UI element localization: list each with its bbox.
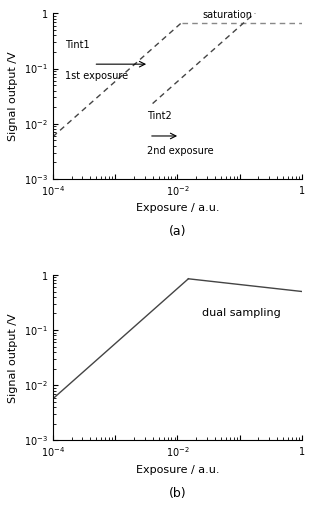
Text: dual sampling: dual sampling (202, 308, 281, 318)
Text: Tint2: Tint2 (147, 112, 171, 121)
Y-axis label: Signal output /V: Signal output /V (8, 51, 18, 141)
Text: saturation: saturation (202, 10, 252, 20)
Text: 1st exposure: 1st exposure (65, 71, 129, 81)
X-axis label: Exposure / a.u.: Exposure / a.u. (136, 465, 219, 475)
Y-axis label: Signal output /V: Signal output /V (8, 313, 18, 402)
Text: 2nd exposure: 2nd exposure (147, 146, 213, 156)
Text: (b): (b) (169, 487, 186, 500)
Text: (a): (a) (169, 225, 186, 238)
X-axis label: Exposure / a.u.: Exposure / a.u. (136, 203, 219, 213)
Text: Tint1: Tint1 (65, 39, 90, 50)
